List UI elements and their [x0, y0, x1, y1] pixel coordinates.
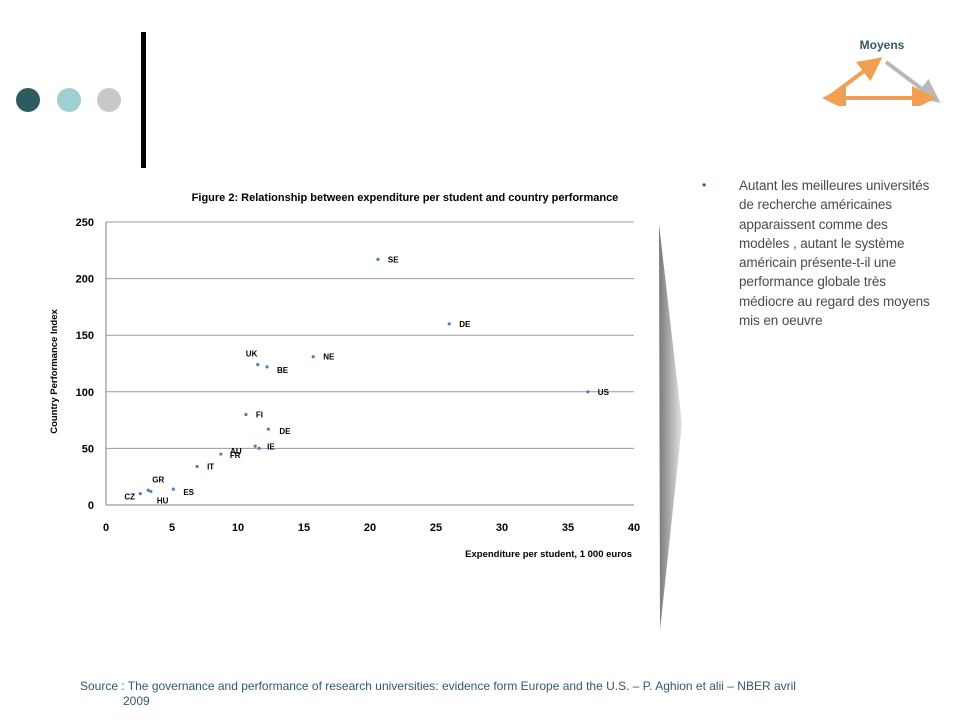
source-note: Source : The governance and performance … [80, 679, 900, 709]
data-point [138, 492, 142, 496]
point-label: GR [152, 475, 164, 484]
point-label: US [598, 388, 610, 397]
x-axis-label: Expenditure per student, 1 000 euros [465, 549, 632, 560]
source-line-2: 2009 [123, 694, 150, 708]
point-label: HU [157, 496, 169, 505]
data-point [253, 444, 257, 448]
dot-dark [16, 88, 40, 112]
data-point [256, 363, 260, 367]
source-line-1: Source : The governance and performance … [80, 679, 796, 693]
data-point [195, 464, 199, 469]
point-label: IE [267, 442, 275, 451]
y-tick-label: 200 [76, 274, 94, 286]
x-tick-label: 0 [103, 522, 109, 534]
data-point [447, 322, 451, 326]
point-label: DE [459, 320, 471, 329]
bullet-icon: • [702, 178, 707, 192]
point-label: UK [246, 350, 258, 359]
point-label: SE [388, 255, 399, 264]
bullet-list: • Autant les meilleures universités de r… [702, 176, 934, 330]
point-label: CZ [124, 493, 135, 502]
point-label: ES [183, 488, 194, 497]
x-tick-label: 20 [364, 522, 376, 534]
data-point [265, 365, 269, 369]
data-point [171, 487, 175, 491]
y-tick-label: 50 [82, 443, 94, 455]
y-tick-label: 0 [88, 500, 94, 512]
dot-grey [97, 88, 121, 112]
point-label: FR [230, 451, 241, 460]
point-label: IT [207, 463, 214, 472]
data-point [376, 257, 380, 261]
x-tick-label: 30 [496, 522, 508, 534]
data-point [266, 427, 270, 431]
data-point [244, 412, 248, 417]
x-tick-label: 5 [169, 522, 175, 534]
moyens-label: Moyens [859, 38, 905, 52]
x-tick-label: 25 [430, 522, 442, 534]
triangle-arrows-icon [822, 57, 941, 106]
point-label: DE [279, 427, 291, 436]
x-tick-label: 35 [562, 522, 574, 534]
y-tick-label: 150 [76, 330, 94, 342]
bullet-text: Autant les meilleures universités de rec… [739, 178, 930, 329]
x-tick-label: 10 [232, 522, 244, 534]
data-point [257, 446, 261, 450]
dot-light [57, 88, 81, 112]
scatter-chart: 0 50 100 150 200 250 0 5 10 15 20 25 30 35 40 Expenditu… [49, 217, 640, 560]
data-point [146, 488, 150, 492]
point-label: BE [277, 366, 289, 375]
x-tick-label: 40 [628, 522, 640, 534]
point-label: FI [256, 410, 263, 419]
x-tick-label: 15 [298, 522, 310, 534]
data-point [149, 489, 153, 494]
arrow-icon [659, 224, 682, 630]
vertical-divider [141, 32, 146, 168]
point-label: NE [323, 353, 335, 362]
data-point [219, 452, 223, 456]
data-point [586, 390, 590, 394]
y-axis-label: Country Performance Index [49, 308, 60, 433]
point-label: AU [230, 447, 242, 456]
data-point [311, 355, 315, 359]
y-tick-label: 250 [76, 217, 94, 229]
y-tick-label: 100 [76, 387, 94, 399]
chart-title: Figure 2: Relationship between expenditu… [191, 192, 619, 204]
